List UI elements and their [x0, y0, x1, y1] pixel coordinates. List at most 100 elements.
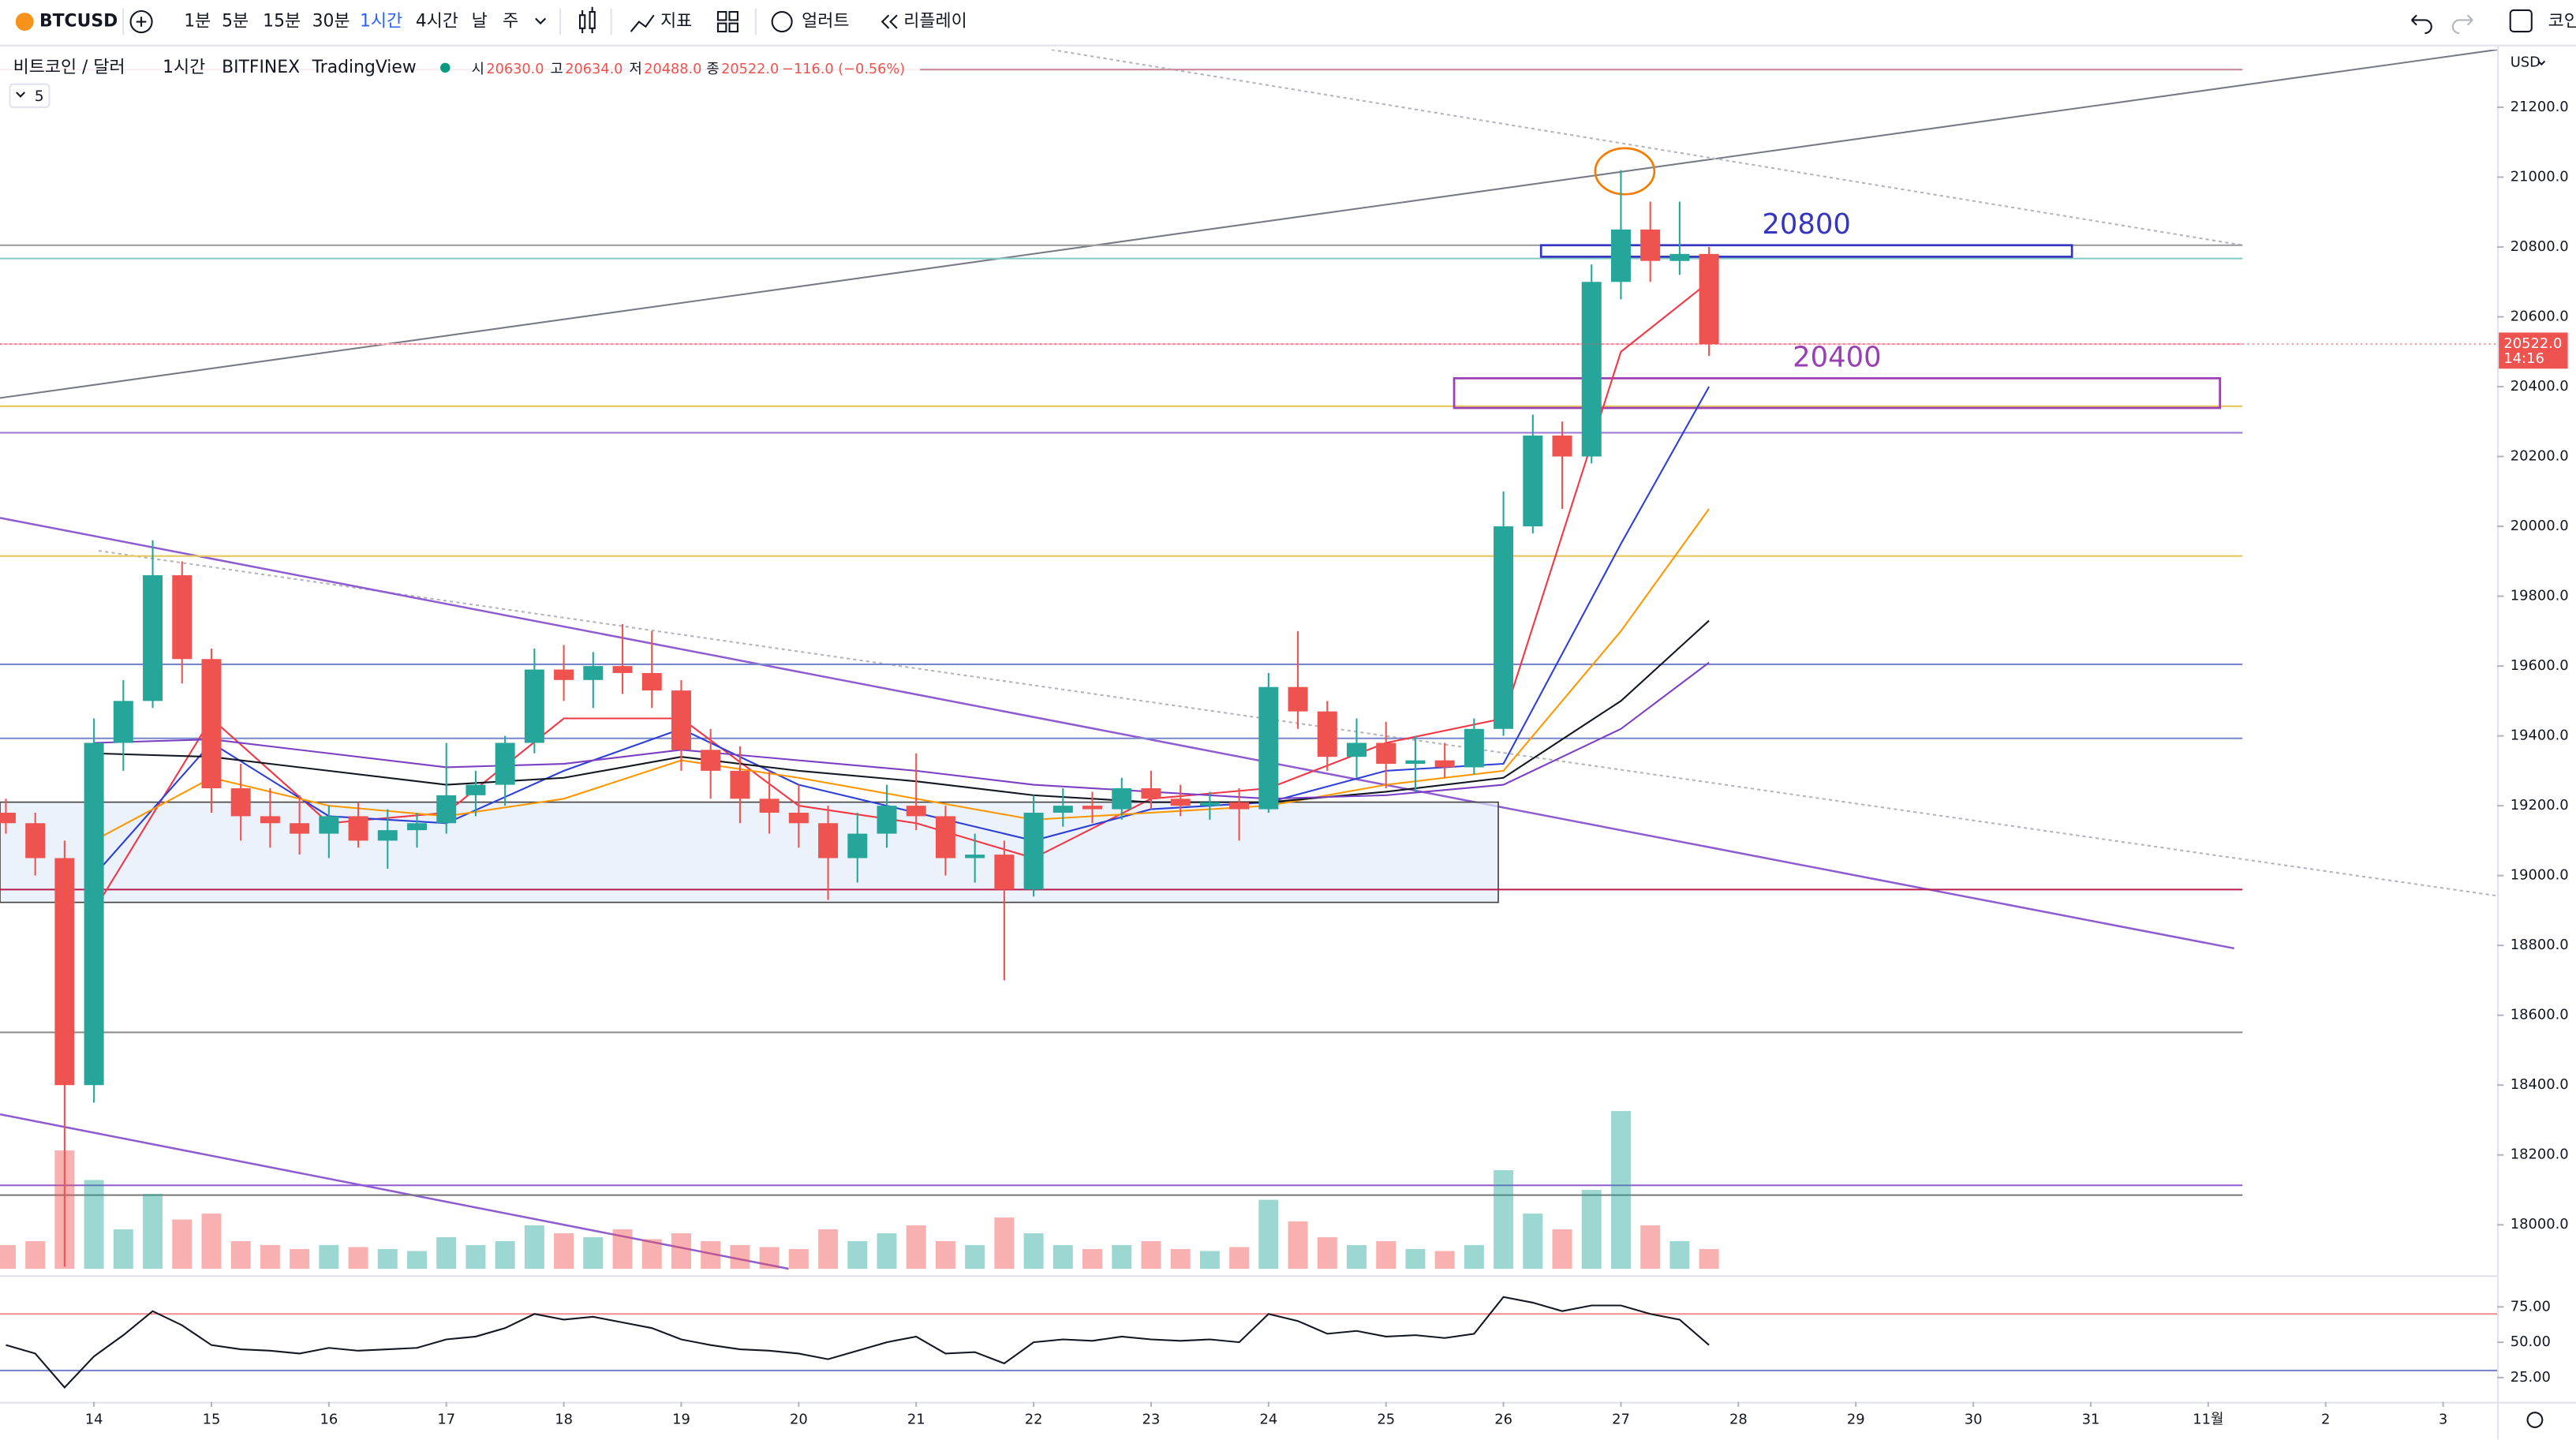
- indicator-toggle[interactable]: [9, 83, 50, 108]
- indicators-icon[interactable]: [630, 14, 655, 32]
- layout-icon[interactable]: [716, 11, 738, 33]
- candle-body: [1376, 742, 1396, 765]
- candle-body: [1258, 686, 1279, 810]
- y-tick-label: 19200.0: [2511, 797, 2569, 814]
- volume-bar: [348, 1247, 368, 1269]
- volume-bar: [1552, 1229, 1572, 1269]
- y-tick-label: 19800.0: [2511, 588, 2569, 604]
- symbol[interactable]: BTCUSD: [39, 12, 118, 32]
- x-tick-label: 26: [1494, 1412, 1512, 1428]
- candle-body: [84, 742, 104, 1086]
- volume-bar: [1669, 1240, 1690, 1269]
- y-tick-label: 20000.0: [2511, 518, 2569, 534]
- interval[interactable]: 30분: [312, 12, 350, 32]
- alert-button[interactable]: 얼러트: [802, 12, 849, 32]
- undo[interactable]: [2411, 14, 2432, 35]
- add-symbol[interactable]: [129, 9, 153, 34]
- volume-bar: [0, 1244, 16, 1269]
- rsi-tick-label: 75.00: [2511, 1298, 2551, 1315]
- x-tick-label: 28: [1729, 1412, 1748, 1428]
- x-tick-label: 23: [1142, 1412, 1161, 1428]
- x-tick-label: 16: [320, 1412, 338, 1428]
- y-tick-label: 18600.0: [2511, 1007, 2569, 1023]
- volume-bar: [730, 1244, 750, 1269]
- candle-body: [1581, 282, 1602, 457]
- indicator-count[interactable]: 5: [35, 88, 44, 105]
- legend-open: 20630.0: [486, 62, 544, 77]
- range-box: [0, 801, 1499, 903]
- interval[interactable]: 주: [503, 12, 518, 32]
- legend-high: 20634.0: [565, 62, 623, 77]
- y-tick-label: 20600.0: [2511, 309, 2569, 325]
- legend-interval: 1시간: [163, 58, 205, 77]
- candle-body: [1346, 742, 1367, 757]
- volume-bar: [260, 1244, 280, 1269]
- candle-body: [1405, 760, 1426, 765]
- candle-body: [201, 659, 222, 789]
- candle-body: [436, 795, 457, 824]
- interval[interactable]: 5분: [222, 12, 249, 32]
- right-panel-label[interactable]: 코인: [2548, 12, 2576, 32]
- candle-body: [1052, 806, 1073, 814]
- volume-bar: [1052, 1244, 1073, 1269]
- volume-bar: [201, 1214, 222, 1269]
- volume-bar: [1288, 1221, 1308, 1269]
- candle-body: [348, 816, 368, 841]
- volume-bar: [1699, 1248, 1719, 1269]
- currency-dropdown[interactable]: [2537, 60, 2546, 66]
- volume-bar: [172, 1219, 193, 1269]
- candle-body: [759, 799, 780, 814]
- candle-body: [877, 806, 897, 834]
- candle-body: [495, 742, 515, 785]
- x-tick-label: 18: [555, 1412, 573, 1428]
- candle-body: [612, 666, 633, 673]
- redo[interactable]: [2451, 14, 2473, 35]
- x-tick-label: 11월: [2193, 1412, 2223, 1428]
- volume-bar: [1023, 1233, 1044, 1269]
- candle-body: [319, 816, 339, 834]
- last-price-label: 20522.0: [2503, 335, 2562, 352]
- market-status: [440, 62, 451, 73]
- replay-button[interactable]: 리플레이: [903, 12, 966, 32]
- legend-low-label: 저: [630, 61, 642, 77]
- volume-bar: [641, 1239, 662, 1269]
- interval[interactable]: 1분: [184, 12, 211, 32]
- zone-box: [1539, 244, 2073, 258]
- indicators-button[interactable]: 지표: [660, 12, 692, 32]
- volume-bar: [612, 1229, 633, 1269]
- interval-dropdown[interactable]: [535, 17, 547, 25]
- volume-bar: [847, 1240, 868, 1269]
- candle-body: [554, 669, 574, 680]
- legend-pair: 비트코인 / 달러: [13, 58, 125, 77]
- interval[interactable]: 15분: [263, 12, 301, 32]
- currency[interactable]: USD: [2511, 54, 2540, 71]
- y-tick-label: 20800.0: [2511, 238, 2569, 255]
- interval[interactable]: 날: [472, 12, 488, 32]
- interval-active[interactable]: 1시간: [360, 12, 402, 32]
- legend-bg: [0, 49, 921, 107]
- trend-line: [0, 49, 2498, 399]
- legend-change: −116.0 (−0.56%): [782, 62, 905, 77]
- rsi-tick-label: 50.00: [2511, 1333, 2551, 1350]
- chart-type-button[interactable]: [579, 6, 596, 34]
- replay-icon[interactable]: [880, 14, 898, 29]
- candle-body: [1464, 728, 1484, 768]
- legend-source: TradingView: [312, 58, 417, 77]
- candle-body: [965, 855, 985, 858]
- x-tick-label: 14: [85, 1412, 103, 1428]
- x-tick-label: 20: [790, 1412, 808, 1428]
- volume-bar: [1346, 1244, 1367, 1269]
- volume-bar: [906, 1225, 926, 1269]
- x-tick-label: 30: [1965, 1412, 1983, 1428]
- volume-bar: [1581, 1190, 1602, 1269]
- alert-icon[interactable]: [771, 11, 793, 33]
- settings[interactable]: [2526, 1412, 2544, 1428]
- rsi-tick-label: 25.00: [2511, 1369, 2551, 1386]
- toolbar: [0, 0, 2576, 45]
- rsi-line: [6, 1296, 1710, 1389]
- candle-body: [290, 823, 310, 834]
- fullscreen[interactable]: [2509, 9, 2533, 33]
- interval[interactable]: 4시간: [416, 12, 458, 32]
